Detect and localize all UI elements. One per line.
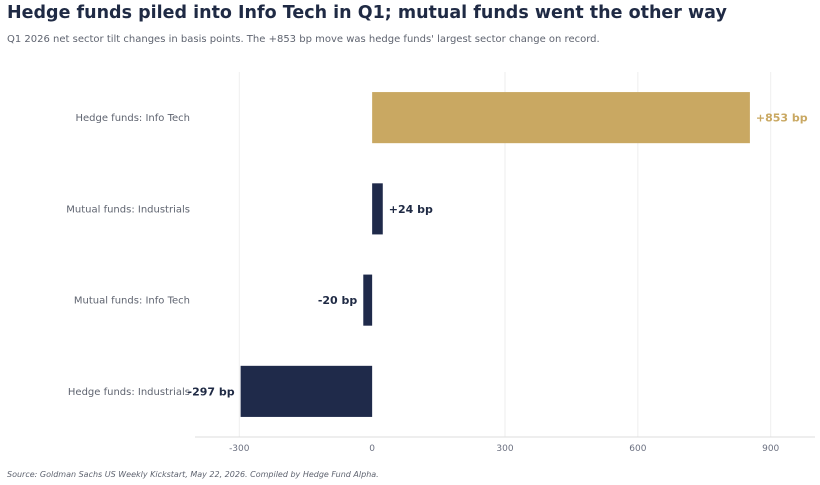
bar-0 xyxy=(372,92,750,144)
bar-2 xyxy=(363,274,373,326)
data-label: +24 bp xyxy=(389,203,433,216)
category-label: Hedge funds: Industrials xyxy=(68,387,190,398)
x-tick-label: -300 xyxy=(229,444,250,454)
bar-3 xyxy=(240,365,373,417)
source-note: Source: Goldman Sachs US Weekly Kickstar… xyxy=(7,470,379,479)
category-label: Hedge funds: Info Tech xyxy=(75,113,190,124)
category-label: Mutual funds: Info Tech xyxy=(74,296,190,307)
x-tick-label: 600 xyxy=(629,444,646,454)
x-tick-label: 0 xyxy=(369,444,375,454)
chart-subtitle: Q1 2026 net sector tilt changes in basis… xyxy=(7,34,600,45)
bar-1 xyxy=(372,183,383,235)
chart-title: Hedge funds piled into Info Tech in Q1; … xyxy=(7,3,727,23)
category-label: Mutual funds: Industrials xyxy=(66,204,190,215)
data-label: -20 bp xyxy=(318,294,358,307)
data-label: -297 bp xyxy=(188,385,235,398)
x-tick-label: 900 xyxy=(762,444,779,454)
x-tick-label: 300 xyxy=(496,444,513,454)
data-label: +853 bp xyxy=(756,112,808,125)
